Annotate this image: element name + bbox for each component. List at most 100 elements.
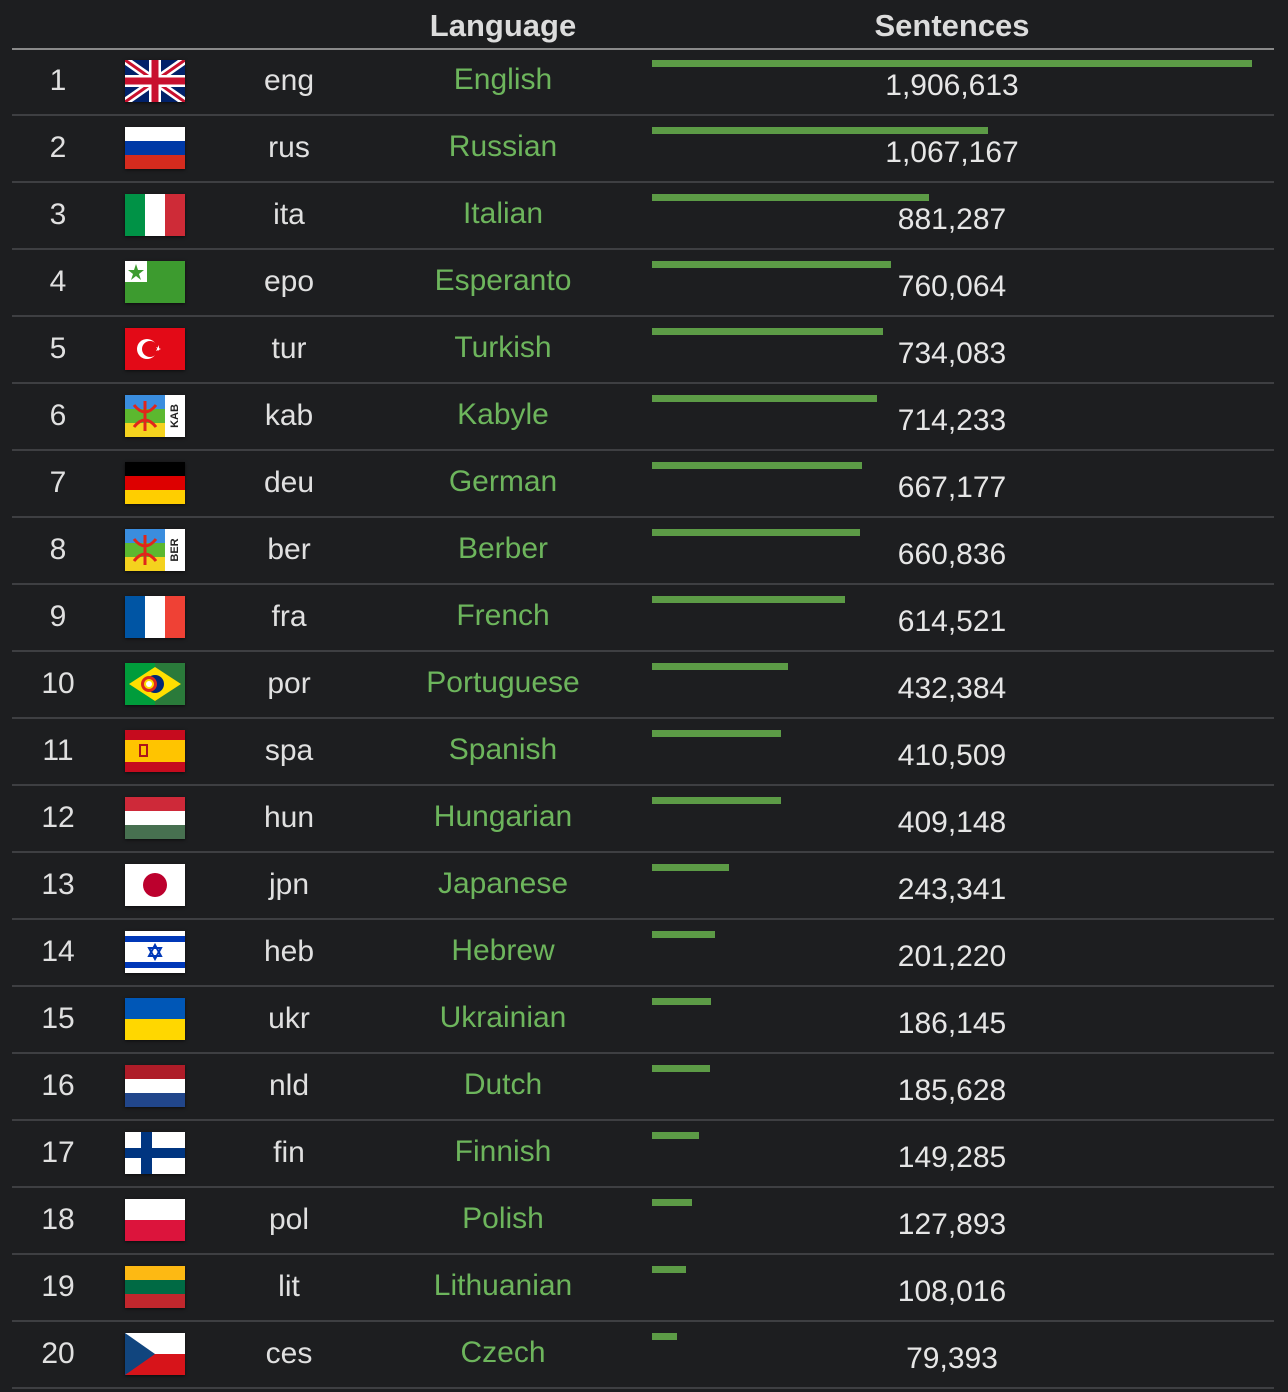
sentence-count-cell: 432,384 <box>897 672 1007 705</box>
language-code-cell: fin <box>273 1136 305 1169</box>
language-name-link[interactable]: Spanish <box>448 733 558 766</box>
sentences-column-header[interactable]: Sentences <box>874 8 1030 43</box>
table-row: 12 hun Hungarian 409,148 <box>12 786 1274 853</box>
sentence-count-cell: 108,016 <box>897 1275 1007 1308</box>
language-name-link[interactable]: German <box>448 465 558 498</box>
sentence-count-bar <box>652 60 1252 67</box>
table-row: 18 pol Polish 127,893 <box>12 1188 1274 1255</box>
language-code-cell: kab <box>264 399 314 432</box>
table-row: 4 epo Esperanto 760,064 <box>12 250 1274 317</box>
sentence-count-cell: 734,083 <box>897 337 1007 370</box>
flag-text: BER <box>169 538 181 561</box>
sentence-count-bar <box>652 395 877 402</box>
rank-cell: 9 <box>49 600 67 633</box>
language-name-link[interactable]: Berber <box>457 532 549 565</box>
language-code-cell: pol <box>268 1203 310 1236</box>
language-name-link[interactable]: Finnish <box>454 1135 552 1168</box>
sentence-count-cell: 127,893 <box>897 1208 1007 1241</box>
language-name-link[interactable]: Italian <box>462 197 544 230</box>
table-row: 14 heb Hebrew 201,220 <box>12 920 1274 987</box>
sentence-count-bar <box>652 1199 692 1206</box>
language-code-cell: lit <box>278 1270 300 1303</box>
language-code-cell: rus <box>268 131 310 164</box>
sentence-count-bar <box>652 1266 686 1273</box>
flag-text: KAB <box>169 404 181 428</box>
rank-cell: 6 <box>49 399 67 432</box>
sentence-count-cell: 79,393 <box>906 1342 998 1375</box>
sentence-count-cell: 201,220 <box>897 940 1007 973</box>
language-name-link[interactable]: Hungarian <box>433 800 573 833</box>
rank-cell: 18 <box>41 1203 75 1236</box>
language-name-link[interactable]: Russian <box>448 130 558 163</box>
language-name-link[interactable]: Dutch <box>463 1068 543 1101</box>
language-name-link[interactable]: Ukrainian <box>439 1001 567 1034</box>
table-row: 3 ita Italian 881,287 <box>12 183 1274 250</box>
sentence-count-cell: 409,148 <box>897 806 1007 839</box>
language-code-cell: ber <box>267 533 311 566</box>
language-code-cell: tur <box>271 332 307 365</box>
sentence-count-bar <box>652 663 788 670</box>
sentence-count-bar <box>652 864 729 871</box>
table-row: 5 tur Turkish 734,083 <box>12 317 1274 384</box>
table-row: 9 fra French 614,521 <box>12 585 1274 652</box>
language-name-link[interactable]: English <box>453 63 553 96</box>
table-row: 20 ces Czech 79,393 <box>12 1322 1274 1389</box>
rank-cell: 11 <box>42 734 74 767</box>
sentence-count-bar <box>652 1132 699 1139</box>
sentence-count-cell: 185,628 <box>897 1074 1007 1107</box>
sentence-count-cell: 243,341 <box>897 873 1007 906</box>
table-row: 10 por Portuguese 432,384 <box>12 652 1274 719</box>
table-row: 13 jpn Japanese 243,341 <box>12 853 1274 920</box>
language-code-cell: heb <box>263 935 315 968</box>
rank-cell: 19 <box>41 1270 75 1303</box>
language-name-link[interactable]: Kabyle <box>457 398 549 431</box>
rank-cell: 10 <box>41 667 75 700</box>
language-name-link[interactable]: Portuguese <box>426 666 580 699</box>
rank-cell: 14 <box>41 935 75 968</box>
language-name-link[interactable]: Japanese <box>437 867 569 900</box>
table-row: 2 rus Russian 1,067,167 <box>12 116 1274 183</box>
rank-cell: 4 <box>49 265 67 298</box>
language-code-cell: spa <box>264 734 314 767</box>
language-name-link[interactable]: French <box>456 599 550 632</box>
sentence-count-cell: 186,145 <box>897 1007 1007 1040</box>
sentence-count-bar <box>652 1333 677 1340</box>
table-row: 17 fin Finnish 149,285 <box>12 1121 1274 1188</box>
table-row: 16 nld Dutch 185,628 <box>12 1054 1274 1121</box>
sentence-count-cell: 1,906,613 <box>885 69 1019 102</box>
rank-cell: 1 <box>49 64 67 97</box>
sentence-count-cell: 660,836 <box>897 538 1007 571</box>
rank-cell: 15 <box>41 1002 75 1035</box>
sentence-count-bar <box>652 194 929 201</box>
language-name-link[interactable]: Polish <box>462 1202 544 1235</box>
language-code-cell: eng <box>263 64 315 97</box>
language-name-link[interactable]: Lithuanian <box>433 1269 573 1302</box>
rank-cell: 12 <box>41 801 75 834</box>
language-code-cell: ces <box>265 1337 313 1370</box>
language-name-link[interactable]: Turkish <box>454 331 552 364</box>
sentence-count-bar <box>652 931 715 938</box>
sentence-count-cell: 149,285 <box>897 1141 1007 1174</box>
sentence-count-bar <box>652 1065 710 1072</box>
sentence-count-cell: 760,064 <box>897 270 1007 303</box>
table-row: 19 lit Lithuanian 108,016 <box>12 1255 1274 1322</box>
rank-cell: 8 <box>49 533 67 566</box>
table-header: Language Sentences <box>12 0 1274 50</box>
language-name-link[interactable]: Hebrew <box>451 934 555 967</box>
language-code-cell: nld <box>268 1069 310 1102</box>
language-code-cell: epo <box>263 265 315 298</box>
language-code-cell: hun <box>263 801 315 834</box>
table-row: 6 KAB kab Kabyle 714,233 <box>12 384 1274 451</box>
language-table-body: 1 eng English 1,906,613 2 rus Russian 1,067,16… <box>12 49 1274 1389</box>
rank-cell: 5 <box>49 332 67 365</box>
language-column-header[interactable]: Language <box>429 8 577 43</box>
language-name-link[interactable]: Czech <box>460 1336 546 1369</box>
rank-cell: 13 <box>41 868 75 901</box>
sentence-count-bar <box>652 596 845 603</box>
rank-cell: 16 <box>41 1069 75 1102</box>
sentence-count-cell: 667,177 <box>897 471 1007 504</box>
table-row: 15 ukr Ukrainian 186,145 <box>12 987 1274 1054</box>
language-code-cell: ukr <box>268 1002 310 1035</box>
language-name-link[interactable]: Esperanto <box>434 264 572 297</box>
